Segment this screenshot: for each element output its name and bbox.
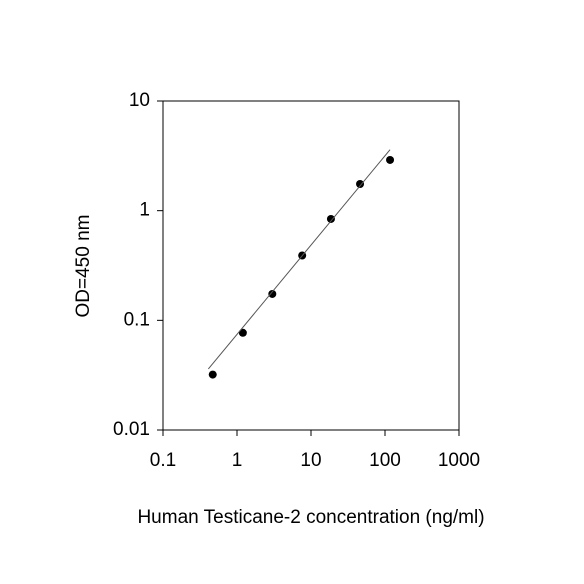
y-tick-label: 1	[139, 200, 150, 221]
x-tick-label: 1	[232, 450, 243, 471]
y-tick-label: 10	[129, 90, 150, 111]
data-point	[356, 180, 365, 189]
data-point	[268, 289, 277, 298]
fit-line	[207, 149, 391, 370]
x-tick-label: 0.1	[150, 450, 176, 471]
y-tick-label: 0.01	[113, 419, 150, 440]
x-tick-label: 1000	[438, 450, 480, 471]
plot-frame	[162, 100, 460, 431]
data-point	[238, 328, 247, 337]
y-axis-label: OD=450 nm	[73, 215, 94, 318]
data-point	[386, 155, 395, 164]
x-tick-label: 10	[300, 450, 321, 471]
data-point	[208, 370, 217, 379]
x-tick-label: 100	[369, 450, 401, 471]
x-axis-label: Human Testicane-2 concentration (ng/ml)	[137, 507, 484, 528]
data-point	[326, 214, 335, 223]
y-tick-label: 0.1	[124, 309, 150, 330]
